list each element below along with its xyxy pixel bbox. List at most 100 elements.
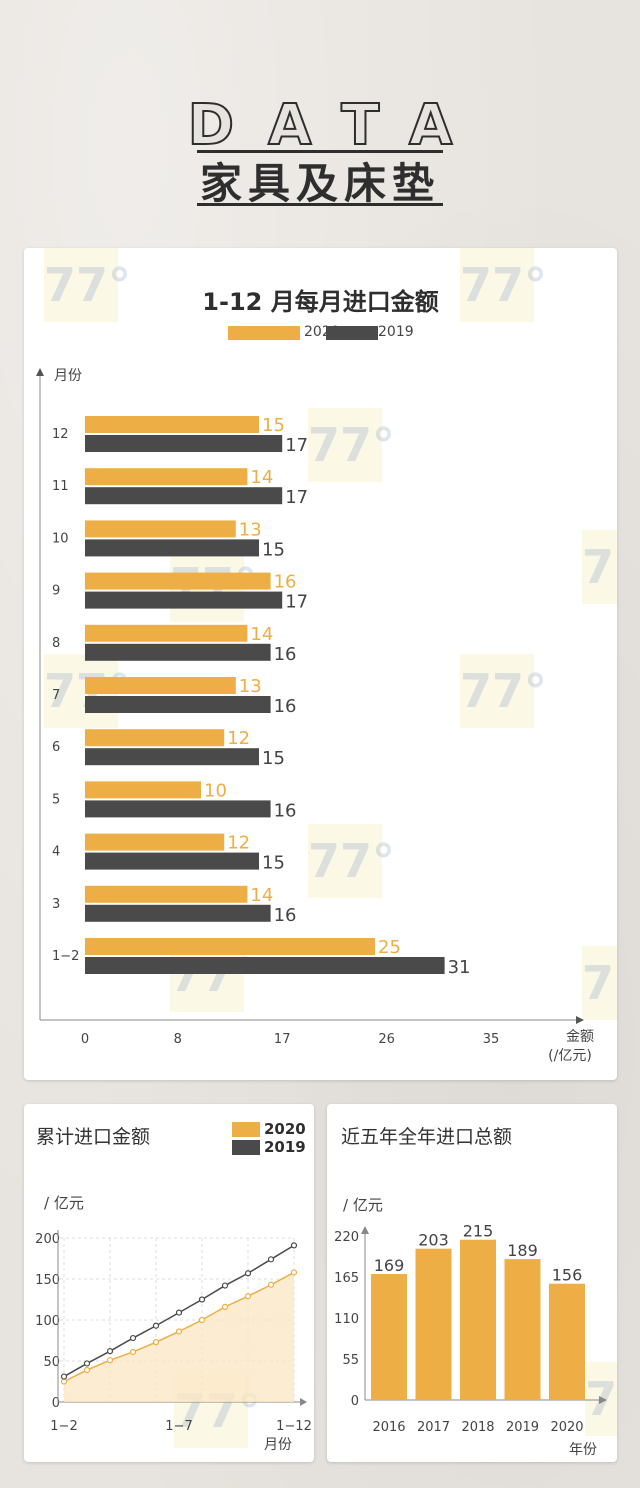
data-label-2020: 12 — [227, 728, 250, 749]
bar-2019 — [85, 539, 259, 557]
bar-2020 — [85, 833, 225, 851]
bar-2020 — [85, 416, 259, 433]
data-label-2019: 17 — [285, 592, 308, 613]
x-axis-arrow-icon — [599, 1396, 607, 1404]
data-label-2019: 15 — [262, 539, 285, 560]
legend-label-2020: 2020 — [264, 1120, 306, 1138]
watermark: 77° — [44, 248, 131, 322]
bar — [371, 1274, 407, 1400]
point-2020 — [175, 1328, 183, 1335]
point-2020 — [129, 1348, 137, 1356]
bar-2019 — [85, 643, 271, 661]
point-2019 — [198, 1296, 206, 1303]
y-tick-label: 200 — [35, 1232, 60, 1247]
bar — [549, 1283, 585, 1400]
bar-2020 — [85, 677, 236, 694]
x-tick-label: 1−2 — [50, 1419, 77, 1434]
data-label-2020: 14 — [250, 624, 273, 645]
bar-2019 — [85, 904, 271, 922]
data-label-2020: 12 — [227, 833, 250, 854]
point-2019 — [106, 1348, 114, 1355]
chart-title: 近五年全年进口总额 — [341, 1126, 513, 1148]
x-tick-label: 2020 — [550, 1420, 583, 1435]
watermark: 77° — [460, 654, 547, 728]
point-2020 — [152, 1339, 160, 1346]
x-tick-label: 2016 — [372, 1420, 405, 1435]
watermark: 77° — [308, 408, 395, 482]
point-2020 — [221, 1303, 229, 1310]
page-title: 家具及床垫 — [199, 159, 440, 208]
legend-label-2019: 2019 — [264, 1138, 306, 1156]
chart-title: 累计进口金额 — [36, 1126, 151, 1148]
y-tick-label: 0 — [351, 1394, 359, 1409]
bar — [504, 1259, 541, 1400]
x-tick-label: 0 — [81, 1032, 89, 1047]
bar-2019 — [85, 696, 271, 713]
point-2020 — [106, 1357, 114, 1364]
y-tick-label: 6 — [52, 740, 60, 755]
watermark: 77° — [460, 248, 547, 322]
x-tick-label: 8 — [174, 1032, 182, 1047]
y-tick-label: 11 — [52, 479, 69, 494]
x-axis-label: 年份 — [569, 1442, 597, 1458]
data-label: 189 — [507, 1241, 538, 1260]
y-axis-label: 月份 — [54, 368, 82, 384]
point-2019 — [290, 1242, 298, 1249]
bar-2019 — [85, 957, 445, 974]
point-2019 — [129, 1334, 137, 1342]
legend-swatch-2020 — [228, 326, 300, 340]
bar-2019 — [85, 591, 283, 609]
data-label-2019: 17 — [285, 435, 308, 456]
watermark: 77° — [582, 530, 617, 604]
x-tick-label: 2017 — [417, 1420, 450, 1435]
x-tick-label: 35 — [483, 1032, 500, 1047]
x-tick-label: 1−12 — [276, 1419, 312, 1434]
bar-2020 — [85, 624, 248, 642]
data-label-2020: 15 — [262, 415, 285, 436]
x-axis-label: 月份 — [264, 1437, 292, 1453]
data-label-2019: 16 — [274, 905, 297, 926]
bar-2019 — [85, 748, 259, 766]
y-tick-label: 0 — [52, 1396, 60, 1411]
chart-title: 1-12 月每月进口金额 — [202, 288, 439, 316]
y-tick-label: 165 — [334, 1271, 359, 1286]
y-tick-label: 3 — [52, 897, 60, 912]
bar-2020 — [85, 885, 248, 903]
point-2019 — [244, 1270, 252, 1277]
point-2019 — [267, 1256, 275, 1263]
data-word: DATA — [187, 93, 487, 158]
watermark: 77° — [308, 824, 395, 898]
point-2020 — [290, 1269, 298, 1276]
point-2019 — [60, 1373, 68, 1380]
point-2019 — [175, 1309, 183, 1316]
y-tick-label: 8 — [52, 636, 60, 651]
header: DATA — [0, 93, 640, 158]
bar-2020 — [85, 520, 236, 538]
y-tick-label: 9 — [52, 584, 60, 599]
y-axis-label: / 亿元 — [343, 1196, 383, 1214]
title-bar-bottom — [197, 203, 443, 206]
point-2020 — [60, 1378, 68, 1385]
legend-label-2019: 2019 — [378, 324, 414, 340]
bar-2020 — [85, 729, 225, 747]
point-2020 — [267, 1281, 275, 1288]
cumulative-line-chart: / 亿元 月份 0 50 100 150 200 1−2 1−7 1−12 — [35, 1194, 312, 1453]
y-axis-arrow-icon — [36, 368, 44, 376]
x-tick-label: 2018 — [461, 1420, 494, 1435]
data-label-2020: 25 — [378, 937, 401, 958]
bar-2019 — [85, 852, 259, 870]
data-label: 215 — [463, 1222, 494, 1241]
point-2019 — [152, 1322, 160, 1329]
title-bar-top — [197, 150, 443, 153]
x-axis-arrow-icon — [576, 1016, 584, 1024]
y-axis-label: / 亿元 — [44, 1194, 84, 1212]
y-tick-label: 4 — [52, 845, 60, 860]
x-axis-label-line2: (/亿元) — [548, 1048, 592, 1064]
y-tick-label: 110 — [334, 1312, 359, 1327]
y-tick-label: 12 — [52, 427, 69, 442]
bar-2019 — [85, 487, 283, 505]
bar-2020 — [85, 938, 375, 955]
point-2020 — [244, 1293, 252, 1300]
y-tick-label: 100 — [35, 1314, 60, 1329]
x-axis-arrow-icon — [300, 1398, 307, 1406]
